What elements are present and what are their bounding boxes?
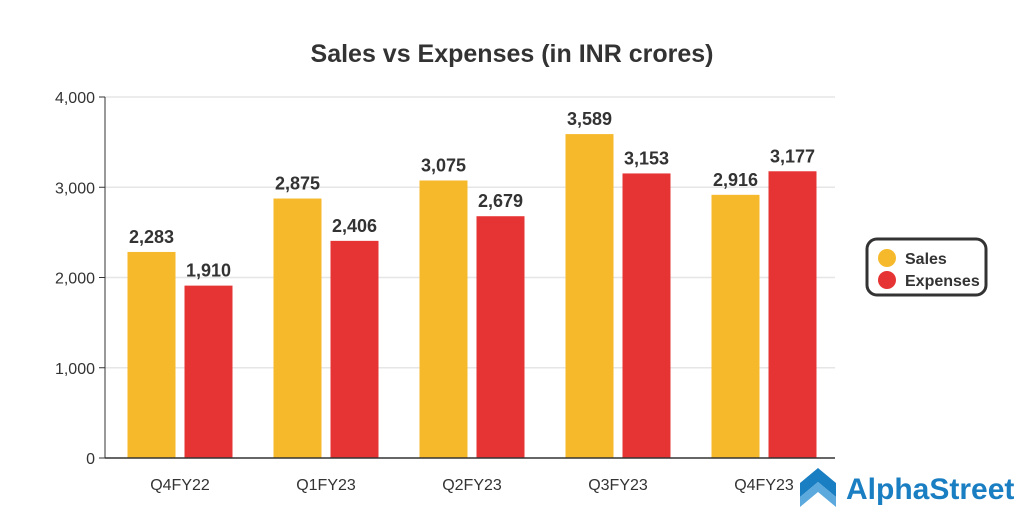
bar-sales [273, 198, 322, 458]
chart-title: Sales vs Expenses (in INR crores) [311, 40, 714, 68]
x-tick-label: Q3FY23 [588, 477, 648, 494]
legend-swatch-sales [878, 249, 896, 267]
data-label: 2,406 [332, 216, 377, 236]
x-tick-label: Q1FY23 [296, 477, 356, 494]
alphastreet-logo: AlphaStreet [800, 468, 1014, 507]
bar-sales [711, 194, 760, 458]
data-label: 2,916 [713, 170, 758, 190]
data-label: 2,283 [129, 227, 174, 247]
data-label: 3,589 [567, 109, 612, 129]
logo-mark-icon [800, 468, 836, 507]
bar-sales [127, 251, 176, 458]
y-tick-label: 1,000 [55, 361, 95, 378]
bar-expenses [622, 173, 671, 458]
legend-label-sales: Sales [905, 251, 947, 268]
x-tick-label: Q4FY22 [150, 477, 210, 494]
bar-expenses [330, 240, 379, 458]
y-tick-label: 2,000 [55, 271, 95, 288]
data-label: 3,075 [421, 155, 466, 175]
bar-expenses [768, 171, 817, 458]
y-tick-label: 0 [86, 451, 95, 468]
legend-swatch-expenses [878, 271, 896, 289]
x-tick-label: Q4FY23 [734, 477, 794, 494]
data-label: 1,910 [186, 261, 231, 281]
bar-sales [419, 180, 468, 458]
y-tick-label: 3,000 [55, 180, 95, 197]
data-label: 2,875 [275, 174, 320, 194]
logo-text: AlphaStreet [846, 473, 1014, 506]
data-label: 3,177 [770, 146, 815, 166]
bar-sales [565, 134, 614, 458]
x-tick-label: Q2FY23 [442, 477, 502, 494]
y-tick-label: 4,000 [55, 90, 95, 107]
legend: Sales Expenses [865, 237, 988, 297]
legend-label-expenses: Expenses [905, 273, 980, 290]
data-label: 2,679 [478, 191, 523, 211]
bar-expenses [476, 216, 525, 458]
data-label: 3,153 [624, 148, 669, 168]
bar-expenses [184, 285, 233, 458]
